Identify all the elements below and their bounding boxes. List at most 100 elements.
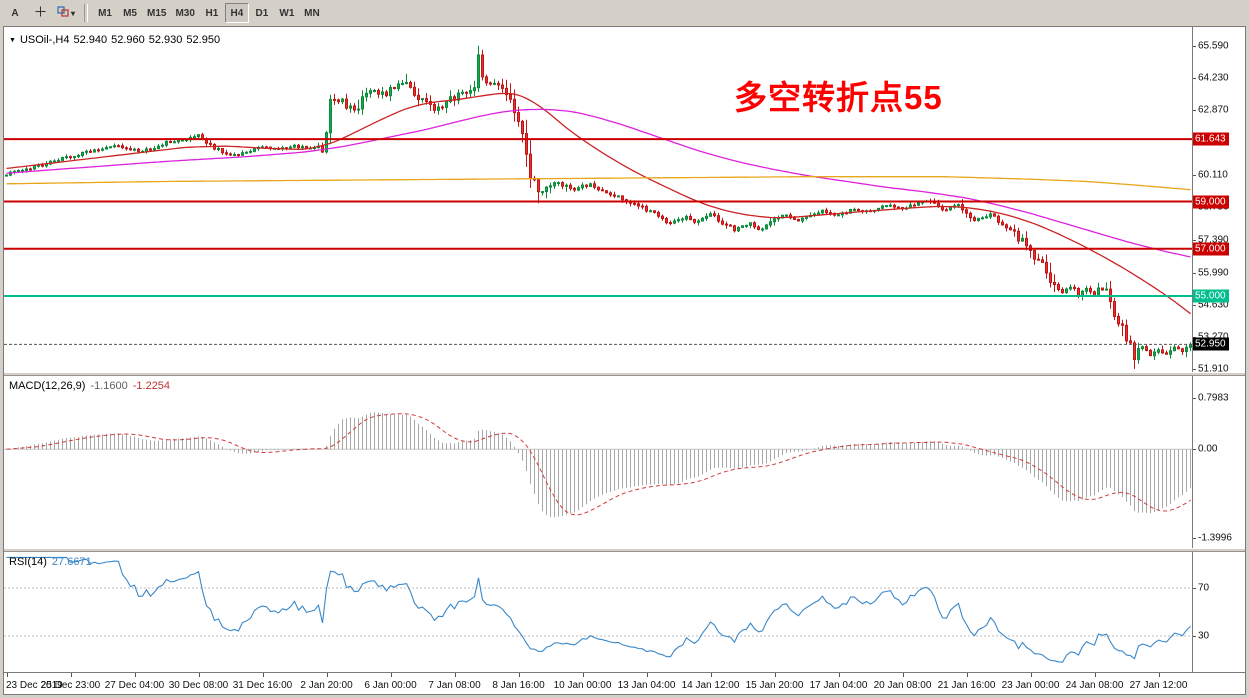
quote-high: 52.960: [111, 34, 145, 46]
timeframe-m30-button[interactable]: M30: [171, 3, 199, 23]
macd-signal-value: -1.2254: [132, 380, 171, 392]
time-tick: [390, 673, 392, 677]
price-tick: [1193, 368, 1196, 370]
time-axis-label: 15 Jan 20:00: [745, 680, 804, 691]
rsi-value: 27.6671: [51, 556, 92, 568]
macd-histogram: [10, 412, 1191, 518]
macd-tick: [1193, 538, 1196, 540]
rsi-tick: [1193, 588, 1196, 589]
timeframe-m1-button[interactable]: M1: [93, 3, 118, 23]
price-tick: [1193, 304, 1196, 306]
time-tick: [6, 673, 8, 677]
price-badge: 52.950: [1193, 337, 1229, 351]
timeframe-mn-button[interactable]: MN: [299, 3, 324, 23]
time-tick: [646, 673, 648, 677]
rsi-pane[interactable]: RSI(14) 27.6671: [4, 552, 1192, 672]
price-tick: [1193, 272, 1196, 274]
time-axis-label: 23 Jan 00:00: [1001, 680, 1060, 691]
chart-toolbar: A ▾ M1 M5 M15 M30 H1 H4 D1 W1 MN: [0, 0, 1249, 26]
price-badge: 55.000: [1193, 289, 1229, 303]
timeframe-w1-button[interactable]: W1: [274, 3, 299, 23]
candles: [5, 45, 1192, 369]
price-axis-label: 64.230: [1198, 72, 1229, 84]
rsi-axis-label: 70: [1198, 582, 1210, 594]
timeframe-h1-button[interactable]: H1: [199, 3, 224, 23]
time-axis[interactable]: 23 Dec 2019 25 Dec 23:00 27 Dec 04:00 30 De…: [4, 672, 1245, 694]
rsi-name: RSI(14): [9, 556, 47, 568]
quote-close: 52.950: [186, 34, 221, 46]
pane-separator[interactable]: [4, 548, 1245, 552]
time-axis-label: 14 Jan 12:00: [681, 680, 740, 691]
price-tick: [1193, 175, 1196, 177]
symbol-name: USOil-,H4: [19, 34, 70, 46]
ma-slow-orange: [6, 176, 1191, 191]
time-axis-label: 27 Jan 12:00: [1129, 680, 1188, 691]
time-tick: [134, 673, 136, 677]
price-axis-label: 62.870: [1198, 104, 1229, 116]
macd-axis: 0.7983 0.00 -1.3996: [1192, 376, 1245, 548]
time-axis-label: 25 Dec 23:00: [40, 680, 101, 691]
macd-tick: [1193, 449, 1196, 451]
time-axis-label: 10 Jan 00:00: [553, 680, 612, 691]
time-tick: [902, 673, 904, 677]
macd-label: MACD(12,26,9) -1.1600 -1.2254: [9, 380, 170, 392]
macd-tick: [1193, 398, 1196, 400]
rsi-label: RSI(14) 27.6671: [9, 556, 92, 568]
ma-fast-red: [6, 92, 1191, 315]
timeframe-m5-button[interactable]: M5: [118, 3, 143, 23]
price-badge: 57.000: [1193, 242, 1229, 256]
price-tick: [1193, 239, 1196, 241]
macd-main-value: -1.1600: [90, 380, 128, 392]
price-tick: [1193, 336, 1196, 338]
time-tick: [454, 673, 456, 677]
text-tool-button[interactable]: A: [3, 3, 27, 23]
timeframe-d1-button[interactable]: D1: [249, 3, 274, 23]
time-axis-label: 2 Jan 20:00: [300, 680, 353, 691]
macd-canvas[interactable]: [4, 376, 1192, 548]
time-tick: [70, 673, 72, 677]
rsi-axis: 70 30: [1192, 552, 1245, 672]
shapes-tool-button[interactable]: ▾: [53, 3, 80, 23]
crosshair-tool-button[interactable]: [28, 3, 52, 23]
rsi-tick: [1193, 636, 1196, 637]
ma-mid-magenta: [6, 108, 1191, 258]
price-chart-canvas[interactable]: [4, 27, 1192, 372]
time-axis-label: 23 Dec 2019: [6, 680, 63, 691]
crosshair-icon: [35, 6, 46, 20]
timeframe-m15-button[interactable]: M15: [143, 3, 171, 23]
rsi-canvas[interactable]: [4, 552, 1192, 672]
macd-signal-line: [6, 413, 1191, 516]
price-badge: 61.643: [1193, 132, 1229, 146]
quote-open: 52.940: [73, 34, 108, 46]
time-axis-label: 30 Dec 08:00: [168, 680, 229, 691]
price-axis-label: 65.590: [1198, 40, 1229, 52]
time-tick: [1094, 673, 1096, 677]
price-axis-label: 60.110: [1198, 169, 1228, 181]
time-tick: [198, 673, 200, 677]
pane-separator[interactable]: [4, 372, 1245, 376]
time-axis-label: 17 Jan 04:00: [809, 680, 868, 691]
rsi-axis-label: 30: [1198, 630, 1210, 642]
time-axis-label: 31 Dec 16:00: [232, 680, 293, 691]
price-axis-label: 54.630: [1198, 299, 1229, 311]
time-axis-label: 7 Jan 08:00: [428, 680, 481, 691]
price-tick: [1193, 110, 1196, 112]
macd-axis-label: -1.3996: [1198, 532, 1232, 544]
time-tick: [1030, 673, 1032, 677]
time-axis-label: 27 Dec 04:00: [104, 680, 165, 691]
time-axis-label: 8 Jan 16:00: [492, 680, 545, 691]
symbol-label: ▼ USOil-,H4 52.940 52.960 52.930 52.950: [9, 34, 220, 46]
timeframe-h4-button[interactable]: H4: [224, 3, 249, 23]
time-axis-label: 20 Jan 08:00: [873, 680, 932, 691]
price-badge: 59.000: [1193, 195, 1229, 208]
price-tick: [1193, 78, 1196, 79]
time-tick: [262, 673, 264, 677]
symbol-dropdown-icon[interactable]: ▼: [9, 36, 16, 44]
rsi-line: [6, 556, 1191, 663]
price-axis[interactable]: 65.59064.23062.87060.11058.75057.39055.9…: [1192, 27, 1245, 372]
macd-pane[interactable]: MACD(12,26,9) -1.1600 -1.2254: [4, 376, 1192, 548]
price-axis-label: 53.270: [1198, 331, 1229, 343]
main-chart-pane[interactable]: ▼ USOil-,H4 52.940 52.960 52.930 52.950 …: [4, 27, 1192, 372]
price-axis-label: 57.390: [1198, 234, 1229, 246]
